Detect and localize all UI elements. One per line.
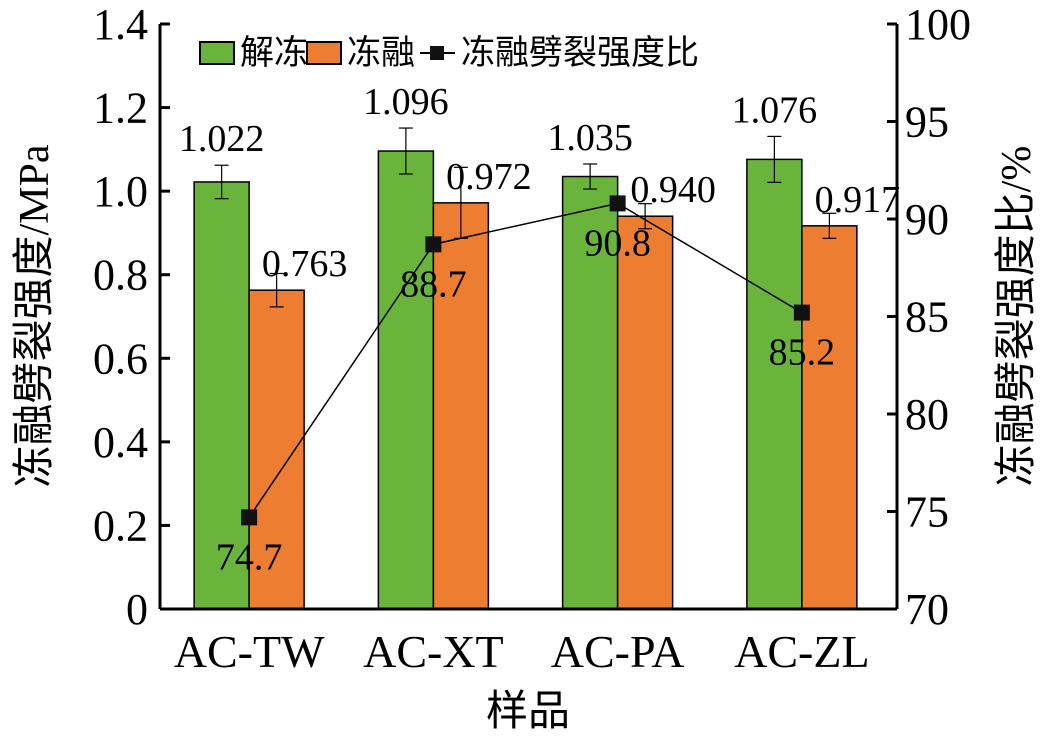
y-tick-label: 0.6 (93, 334, 148, 383)
bar-thaw-AC-XT (377, 150, 435, 610)
ratio-marker-AC-TW (241, 509, 258, 526)
axes-layer: 0 0.2 0.4 0.6 0.8 1.0 1.2 1.4 70 75 80 85 90 95 100 AC-… (93, 0, 971, 677)
y2-tick-label: 85 (905, 293, 949, 342)
bar-data-label: 1.022 (179, 118, 265, 160)
legend-marker-icon (430, 46, 444, 60)
y-tick-label: 0.2 (93, 501, 148, 550)
ratio-marker-AC-PA (609, 195, 626, 212)
bar-thaw-AC-ZL (746, 158, 803, 610)
ratio-data-label: 90.8 (584, 222, 651, 264)
y2-tick-label: 70 (905, 585, 949, 634)
x-axis-title: 样品 (486, 689, 570, 735)
y-tick-label: 0 (126, 585, 148, 634)
bar-freeze-AC-ZL (801, 225, 858, 610)
ratio-line-layer: 74.7 88.7 90.8 85.2 (216, 195, 835, 578)
y2-tick-label: 95 (905, 98, 949, 147)
bar-freeze-AC-XT (432, 202, 490, 610)
ratio-marker-AC-XT (425, 236, 442, 253)
legend-swatch-freeze (306, 41, 342, 65)
bar-data-label: 0.763 (262, 243, 348, 285)
ratio-marker-AC-ZL (793, 304, 810, 321)
legend-label-freeze: 冻融 (347, 34, 415, 72)
y2-tick-label: 75 (905, 488, 949, 537)
y-tick-label: 0.4 (93, 418, 148, 467)
y-tick-label: 1.4 (93, 0, 148, 49)
legend-label-thaw: 解冻 (240, 34, 308, 72)
y-axis-title: 冻融劈裂强度/MPa (11, 144, 58, 487)
bar-data-label: 1.035 (547, 117, 633, 159)
legend-swatch-thaw (199, 41, 235, 65)
ratio-data-label: 85.2 (769, 332, 836, 374)
bars-layer: 1.022 1.096 1.035 1.076 0.763 0.972 0.940 0.917 (179, 81, 901, 610)
legend: 解冻 冻融 冻融劈裂强度比 (199, 34, 699, 72)
bar-freeze-AC-PA (616, 215, 674, 610)
ratio-data-label: 88.7 (400, 263, 467, 305)
y-tick-label: 1.2 (93, 84, 148, 133)
x-tick-label: AC-TW (174, 626, 325, 677)
x-tick-label: AC-PA (551, 626, 685, 677)
ratio-data-label: 74.7 (216, 536, 283, 578)
y-tick-label: 1.0 (93, 167, 148, 216)
bar-data-label: 1.076 (732, 89, 818, 131)
y-tick-label: 0.8 (93, 251, 148, 300)
ratio-line (248, 202, 803, 518)
y2-tick-label: 100 (905, 0, 971, 49)
bar-data-label: 0.917 (815, 179, 901, 221)
bar-data-label: 0.972 (446, 156, 532, 198)
bar-data-label: 0.940 (630, 169, 716, 211)
y2-axis-title: 冻融劈裂强度比/% (993, 146, 1040, 487)
y2-tick-label: 80 (905, 390, 949, 439)
bar-thaw-AC-TW (193, 181, 250, 610)
y2-tick-label: 90 (905, 195, 949, 244)
x-tick-label: AC-ZL (734, 626, 869, 677)
bar-data-label: 1.096 (363, 81, 449, 123)
x-tick-label: AC-XT (363, 626, 504, 677)
legend-label-ratio: 冻融劈裂强度比 (461, 34, 699, 72)
